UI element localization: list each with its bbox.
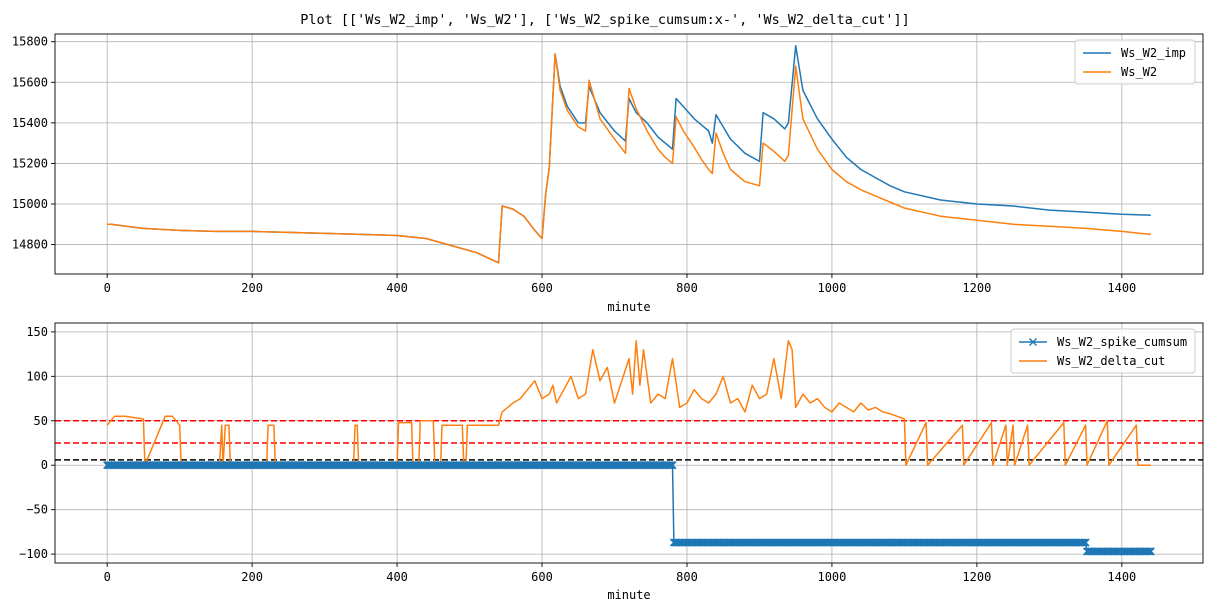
series-line <box>106 340 1151 466</box>
x-tick-label: 200 <box>241 570 263 584</box>
bottom-chart-frame <box>54 322 1204 564</box>
x-tick-label: 1000 <box>817 570 846 584</box>
x-tick-label: 0 <box>104 281 111 295</box>
series-markers <box>103 461 1155 556</box>
y-tick-label: 15600 <box>12 75 48 89</box>
y-tick-label: 15800 <box>12 35 48 49</box>
legend-label: Ws_W2_spike_cumsum <box>1057 335 1187 349</box>
x-marker <box>1078 538 1087 547</box>
y-tick-label: 15000 <box>12 197 48 211</box>
y-tick-label: 14800 <box>12 238 48 252</box>
top-chart-legend: Ws_W2_imp Ws_W2 <box>1074 39 1196 85</box>
x-marker <box>665 461 674 470</box>
top-chart-grid <box>55 34 1203 274</box>
bottom-chart: 0 200 400 600 800 1000 1200 1400 −100 −50 0 50 100 1… <box>19 322 1204 602</box>
x-tick-label: 400 <box>386 570 408 584</box>
x-marker <box>1081 538 1090 547</box>
x-marker <box>1080 538 1089 547</box>
x-tick-label: 800 <box>676 281 698 295</box>
top-chart-frame <box>54 33 1204 275</box>
x-marker <box>668 461 677 470</box>
y-tick-label: −50 <box>26 503 48 517</box>
y-tick-label: −100 <box>19 547 48 561</box>
legend-label: Ws_W2 <box>1121 65 1157 79</box>
bottom-chart-x-label: minute <box>607 588 650 602</box>
x-tick-label: 600 <box>531 570 553 584</box>
x-tick-label: 200 <box>241 281 263 295</box>
x-marker <box>666 461 676 470</box>
top-chart-x-ticks: 0 200 400 600 800 1000 1200 1400 <box>104 274 1136 295</box>
figure-title: Plot [['Ws_W2_imp', 'Ws_W2'], ['Ws_W2_sp… <box>300 12 910 28</box>
y-tick-label: 15200 <box>12 156 48 170</box>
y-tick-label: 150 <box>26 325 48 339</box>
x-marker <box>1143 547 1152 556</box>
x-tick-label: 1200 <box>962 281 991 295</box>
bottom-chart-x-ticks: 0 200 400 600 800 1000 1200 1400 <box>104 563 1136 584</box>
series-line <box>107 53 1151 264</box>
x-tick-label: 1400 <box>1107 281 1136 295</box>
x-tick-label: 600 <box>531 281 553 295</box>
x-marker <box>1145 547 1154 556</box>
top-chart-series <box>107 45 1151 264</box>
x-tick-label: 800 <box>676 570 698 584</box>
bottom-chart-y-ticks: −100 −50 0 50 100 150 <box>19 325 55 561</box>
x-tick-label: 400 <box>386 281 408 295</box>
x-tick-label: 1000 <box>817 281 846 295</box>
y-tick-label: 50 <box>34 414 48 428</box>
legend-label: Ws_W2_delta_cut <box>1057 354 1165 368</box>
legend-box <box>1074 39 1196 85</box>
legend-box <box>1010 328 1196 374</box>
x-tick-label: 1200 <box>962 570 991 584</box>
y-tick-label: 15400 <box>12 116 48 130</box>
legend-marker <box>1029 338 1037 346</box>
legend-label: Ws_W2_imp <box>1121 46 1186 60</box>
x-marker <box>1146 547 1155 556</box>
bottom-chart-legend: Ws_W2_spike_cumsum Ws_W2_delta_cut <box>1010 328 1196 374</box>
x-tick-label: 1400 <box>1107 570 1136 584</box>
top-chart-y-ticks: 14800 15000 15200 15400 15600 15800 <box>12 35 55 252</box>
bottom-chart-threshold-lines <box>55 420 1203 461</box>
y-tick-label: 0 <box>41 458 48 472</box>
top-chart-x-label: minute <box>607 300 650 314</box>
x-tick-label: 0 <box>104 570 111 584</box>
y-tick-label: 100 <box>26 369 48 383</box>
bottom-chart-series <box>103 340 1155 556</box>
top-chart: 0 200 400 600 800 1000 1200 1400 14800 15000 1520… <box>12 33 1204 314</box>
